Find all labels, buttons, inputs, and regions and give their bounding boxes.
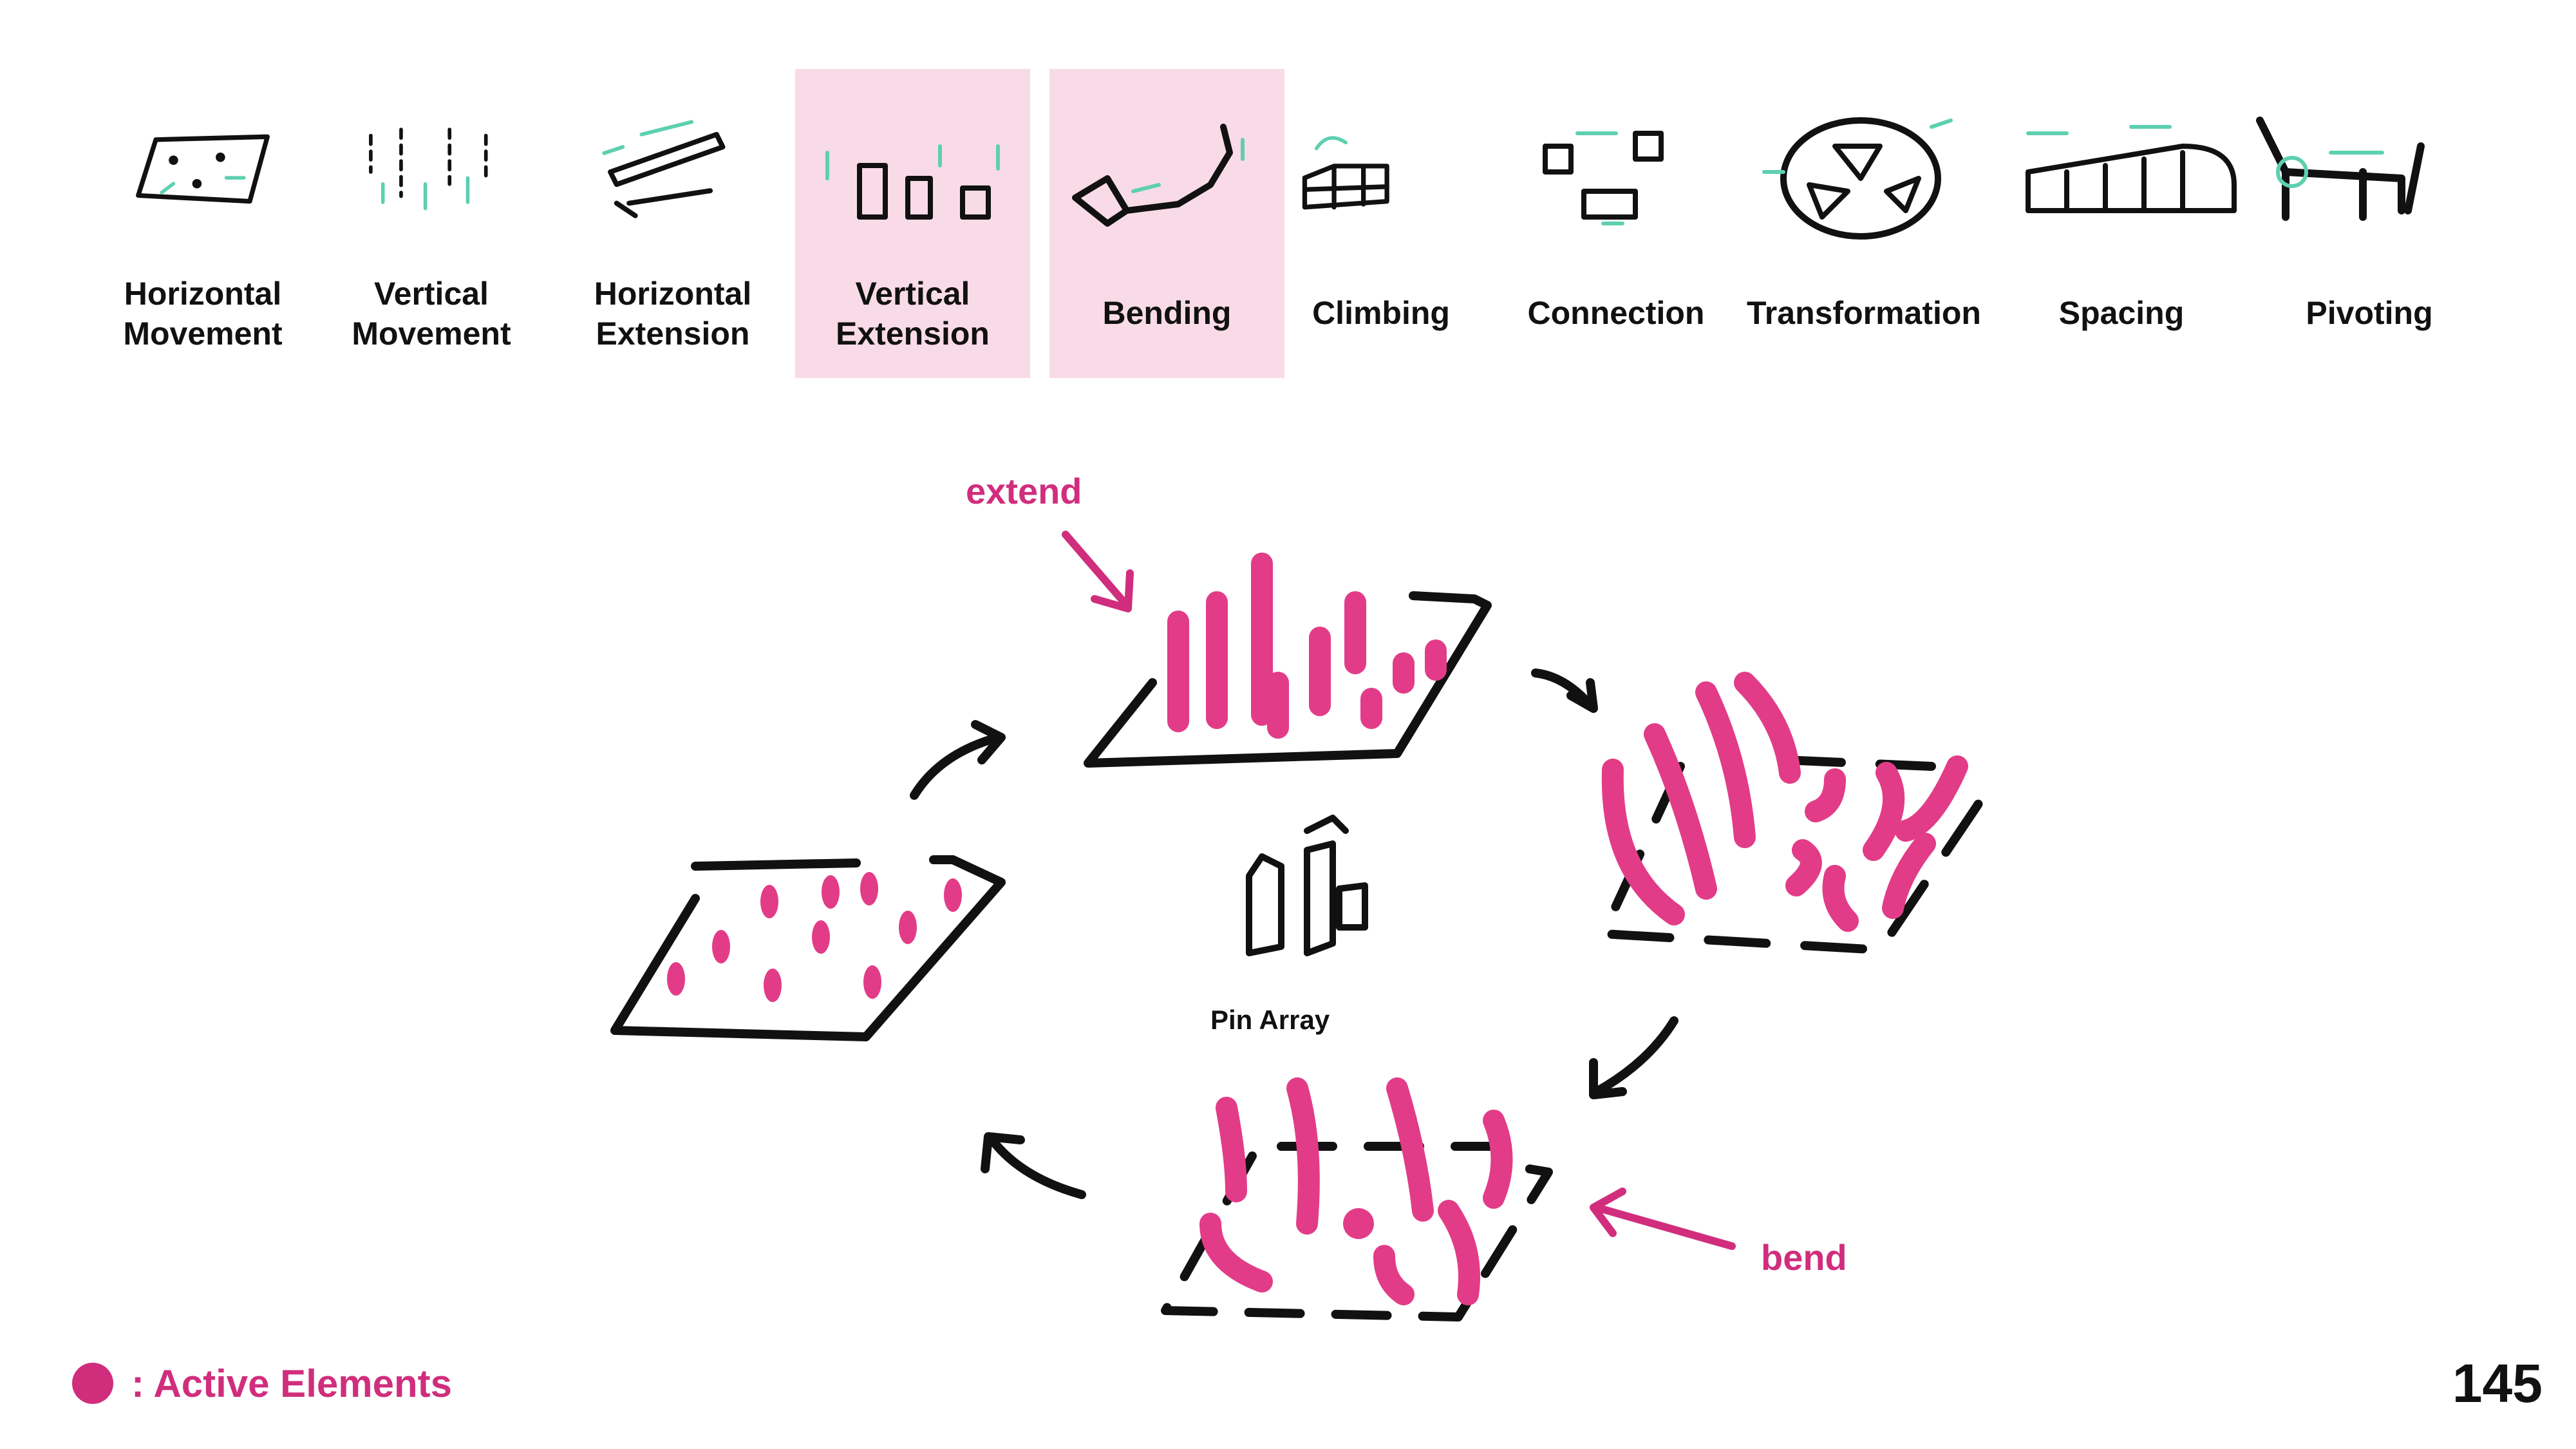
category-label-line: Movement	[352, 316, 511, 352]
pivoting-sketch	[2256, 117, 2425, 221]
category-label-line: Climbing	[1312, 295, 1450, 331]
category-label: Bending	[1049, 293, 1284, 333]
pin-array-sketch	[1246, 815, 1368, 956]
category-label-line: Spacing	[2058, 295, 2185, 331]
bend-label: bend	[1761, 1237, 1847, 1278]
category-label-line: Vertical	[855, 276, 970, 312]
category-label: Spacing	[2002, 293, 2241, 333]
extend-label: extend	[966, 471, 1082, 511]
category-label-line: Horizontal	[594, 276, 752, 312]
connection-sketch	[1543, 131, 1664, 225]
category-label: Horizontal Extension	[567, 274, 779, 354]
category-transformation: Transformation	[1738, 69, 1989, 378]
cycle-arrows	[910, 668, 1678, 1199]
climbing-sketch	[1302, 136, 1389, 210]
category-horizontal-extension: Horizontal Extension	[567, 69, 779, 378]
category-label: Pivoting	[2234, 293, 2505, 333]
category-label-line: Pivoting	[2306, 295, 2433, 331]
category-connection: Connection	[1507, 69, 1725, 378]
category-label: Connection	[1507, 293, 1725, 333]
category-climbing: Climbing	[1281, 69, 1481, 378]
category-vertical-movement: Vertical Movement	[328, 69, 534, 378]
category-label-line: Horizontal	[124, 276, 282, 312]
legend: : Active Elements	[72, 1358, 452, 1409]
category-label-line: Transformation	[1747, 295, 1981, 331]
transformation-sketch	[1762, 117, 1953, 240]
platform-extended	[1084, 553, 1492, 768]
category-label: Vertical Movement	[328, 274, 534, 354]
category-label: Transformation	[1738, 293, 1989, 333]
category-label-line: Movement	[123, 316, 283, 352]
category-label: Climbing	[1281, 293, 1481, 333]
pin-array-label: Pin Array	[1210, 1005, 1330, 1035]
category-bending: Bending	[1049, 69, 1284, 378]
active-element-swatch	[72, 1363, 113, 1404]
category-label-line: Bending	[1102, 295, 1232, 331]
spacing-sketch	[2026, 125, 2237, 213]
vertical-extension-sketch	[825, 144, 1000, 220]
horizontal-extension-sketch	[602, 120, 726, 218]
platform-flat	[610, 855, 1006, 1041]
horizontal-movement-sketch	[136, 134, 270, 204]
platform-bending-right	[1599, 672, 1984, 954]
category-label-line: Extension	[596, 316, 750, 352]
category-spacing: Spacing	[2002, 69, 2241, 378]
legend-text: : Active Elements	[131, 1361, 452, 1405]
category-label-line: Vertical	[374, 276, 489, 312]
category-label: Vertical Extension	[795, 274, 1030, 354]
category-pivoting: Pivoting	[2234, 69, 2505, 378]
page-number: 145	[2452, 1353, 2543, 1414]
platform-bending-bottom	[1161, 1077, 1553, 1321]
bending-sketch	[1072, 124, 1245, 227]
annotation-arrows	[1062, 531, 1736, 1250]
category-vertical-extension: Vertical Extension	[795, 69, 1030, 378]
category-label: Horizontal Movement	[103, 274, 303, 354]
vertical-movement-sketch	[369, 128, 488, 211]
category-horizontal-movement: Horizontal Movement	[103, 69, 303, 378]
category-label-line: Connection	[1527, 295, 1705, 331]
category-label-line: Extension	[836, 316, 990, 352]
